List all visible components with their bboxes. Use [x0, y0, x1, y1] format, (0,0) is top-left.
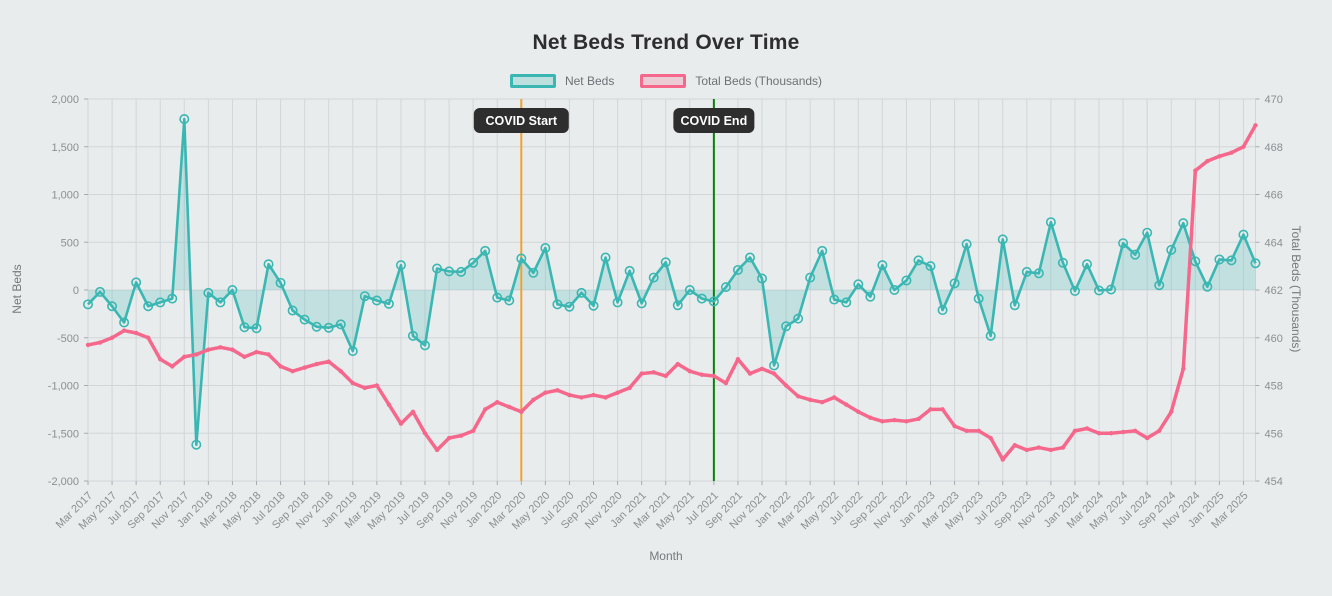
legend-item-total-beds: Total Beds (Thousands): [640, 74, 822, 88]
tick-marks: [84, 98, 1260, 485]
annotation-box-0: [473, 108, 569, 133]
legend-label-total-beds: Total Beds (Thousands): [695, 74, 823, 88]
svg-text:-500: -500: [57, 333, 79, 345]
svg-text:1,000: 1,000: [51, 190, 79, 202]
svg-text:-2,000: -2,000: [48, 476, 79, 488]
annotation-label-1: COVID End: [681, 114, 748, 128]
total-beds-markers: [85, 123, 1258, 462]
svg-text:1,500: 1,500: [51, 142, 79, 154]
gridlines: [87, 98, 1256, 482]
annotation-box-1: [673, 108, 755, 133]
y-axis-title-left: Net Beds: [10, 264, 24, 314]
legend: Net Beds Total Beds (Thousands): [0, 74, 1332, 88]
svg-text:2,000: 2,000: [51, 94, 79, 106]
annotation-label-0: COVID Start: [486, 114, 558, 128]
net-beds-swatch-icon: [509, 74, 556, 88]
net-beds-line: [87, 117, 1257, 447]
svg-text:462: 462: [1265, 285, 1283, 297]
svg-text:460: 460: [1265, 333, 1283, 345]
svg-text:468: 468: [1265, 142, 1283, 154]
chart-title: Net Beds Trend Over Time: [532, 31, 800, 54]
y-axis-title-right: Total Beds (Thousands): [1289, 225, 1303, 353]
x-axis-title: Month: [649, 549, 683, 563]
svg-text:500: 500: [61, 237, 79, 249]
svg-text:464: 464: [1265, 237, 1283, 249]
svg-text:0: 0: [73, 285, 79, 297]
svg-text:454: 454: [1265, 476, 1283, 488]
legend-label-net-beds: Net Beds: [564, 74, 615, 88]
total-beds-swatch-icon: [640, 74, 687, 88]
svg-text:-1,000: -1,000: [48, 381, 79, 393]
svg-text:456: 456: [1265, 428, 1283, 440]
svg-text:466: 466: [1265, 190, 1283, 202]
net-beds-markers: [83, 114, 1261, 450]
svg-text:470: 470: [1265, 94, 1283, 106]
svg-text:458: 458: [1265, 381, 1283, 393]
svg-text:-1,500: -1,500: [48, 428, 79, 440]
legend-item-net-beds: Net Beds: [509, 74, 615, 88]
